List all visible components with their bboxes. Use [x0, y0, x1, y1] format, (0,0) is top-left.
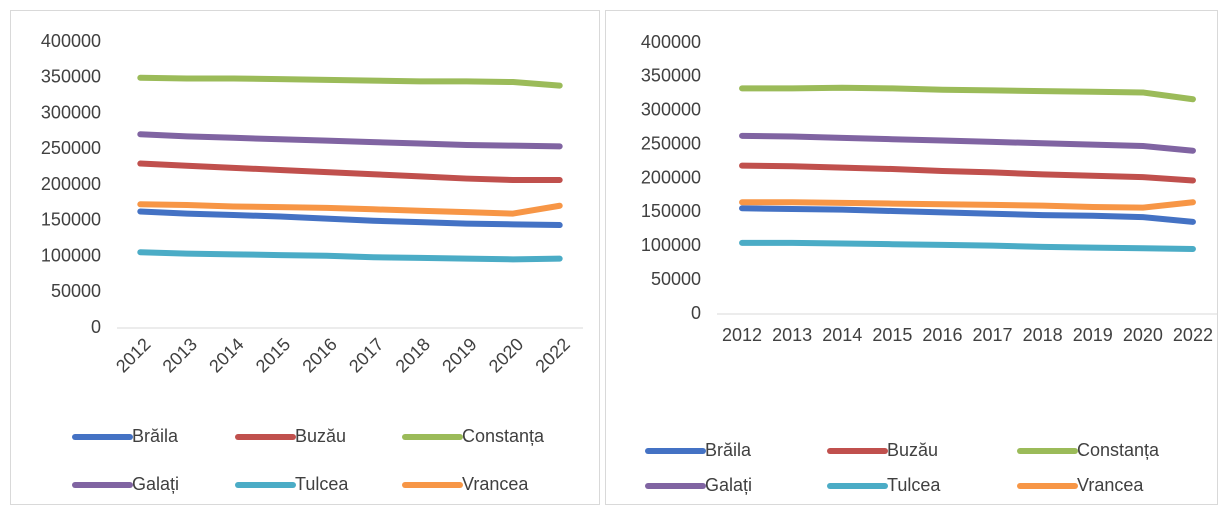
- x-tick-label: 2020: [485, 334, 527, 376]
- series-line: [137, 201, 563, 217]
- legend-label: Tulcea: [295, 474, 349, 494]
- y-tick-label: 50000: [651, 269, 701, 289]
- legend-label: Constanța: [462, 426, 545, 446]
- legend-label: Galați: [705, 475, 752, 495]
- y-tick-label: 0: [91, 317, 101, 337]
- x-tick-label: 2016: [298, 334, 340, 376]
- series-line: [739, 162, 1196, 184]
- series-line: [739, 199, 1196, 211]
- legend-label: Vrancea: [462, 474, 529, 494]
- series-line: [739, 132, 1196, 154]
- x-tick-label: 2014: [205, 334, 247, 376]
- y-tick-label: 150000: [41, 210, 101, 230]
- legend-label: Brăila: [132, 426, 179, 446]
- legend-label: Vrancea: [1077, 475, 1144, 495]
- chart-panel: [10, 10, 600, 505]
- y-tick-label: 400000: [41, 31, 101, 51]
- x-tick-label: 2022: [531, 334, 573, 376]
- y-tick-label: 350000: [41, 67, 101, 87]
- x-tick-label: 2018: [1023, 325, 1063, 345]
- legend-label: Constanța: [1077, 440, 1160, 460]
- x-tick-label: 2013: [159, 334, 201, 376]
- legend-label: Buzău: [295, 426, 346, 446]
- y-tick-label: 100000: [41, 245, 101, 265]
- legend-label: Galați: [132, 474, 179, 494]
- series-line: [137, 131, 563, 150]
- x-tick-label: 2020: [1123, 325, 1163, 345]
- x-tick-label: 2014: [822, 325, 862, 345]
- y-tick-label: 350000: [641, 66, 701, 86]
- x-tick-label: 2015: [252, 334, 294, 376]
- series-line: [739, 205, 1196, 225]
- x-tick-label: 2019: [1073, 325, 1113, 345]
- y-tick-label: 300000: [641, 100, 701, 120]
- y-tick-label: 250000: [41, 138, 101, 158]
- y-tick-label: 150000: [641, 201, 701, 221]
- series-line: [137, 249, 563, 263]
- chart-panel: [605, 10, 1218, 505]
- series-line: [137, 208, 563, 229]
- x-tick-label: 2013: [772, 325, 812, 345]
- y-tick-label: 400000: [641, 32, 701, 52]
- y-tick-label: 200000: [41, 174, 101, 194]
- y-tick-label: 100000: [641, 235, 701, 255]
- y-tick-label: 250000: [641, 133, 701, 153]
- legend-label: Tulcea: [887, 475, 941, 495]
- series-line: [739, 239, 1196, 252]
- y-tick-label: 50000: [51, 281, 101, 301]
- x-tick-label: 2017: [973, 325, 1013, 345]
- series-line: [739, 84, 1196, 103]
- x-tick-label: 2022: [1173, 325, 1213, 345]
- y-tick-label: 200000: [641, 167, 701, 187]
- x-tick-label: 2015: [872, 325, 912, 345]
- series-line: [137, 74, 563, 89]
- x-tick-label: 2017: [345, 334, 387, 376]
- x-tick-label: 2012: [722, 325, 762, 345]
- series-line: [137, 160, 563, 183]
- y-tick-label: 0: [691, 303, 701, 323]
- legend-label: Buzău: [887, 440, 938, 460]
- x-tick-label: 2019: [438, 334, 480, 376]
- x-tick-label: 2016: [922, 325, 962, 345]
- legend-label: Brăila: [705, 440, 752, 460]
- y-tick-label: 300000: [41, 102, 101, 122]
- x-tick-label: 2012: [112, 334, 154, 376]
- x-tick-label: 2018: [392, 334, 434, 376]
